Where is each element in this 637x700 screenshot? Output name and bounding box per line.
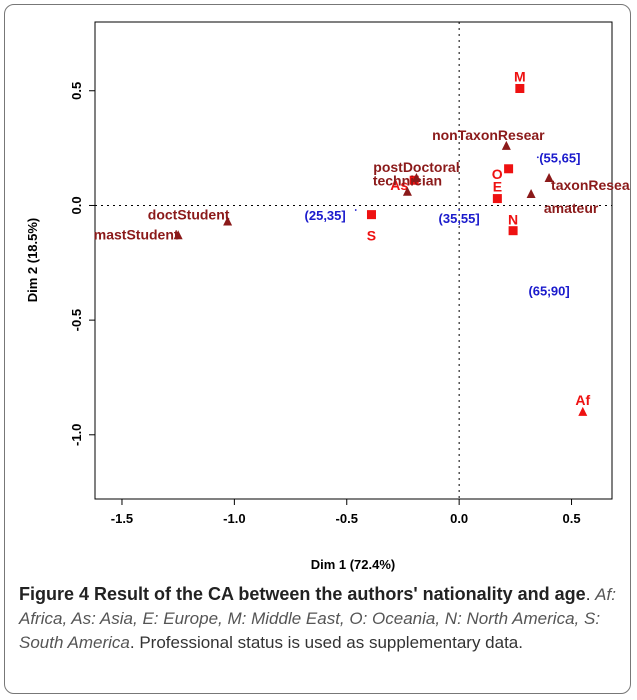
point-label-status-technician: technician	[373, 173, 442, 189]
ca-biplot: -1.5 -1.0 -0.5 0.0 0.5 -1.0 -0.5 0.0 0.5 M O As E S…	[25, 21, 631, 572]
y-axis: -1.0 -0.5 0.0 0.5	[69, 82, 95, 446]
point-status-postdoctoral	[411, 172, 421, 182]
point-nationality-s	[366, 210, 376, 220]
point-label-nationality-e: E	[493, 179, 502, 195]
point-label-nationality-s: S	[367, 228, 376, 244]
point-status-doctstudent	[223, 216, 233, 226]
point-status-maststudent	[173, 230, 183, 240]
point-status-taxonresear	[544, 172, 554, 182]
caption-title: Figure 4 Result of the CA between the au…	[19, 584, 586, 604]
y-tick-label: 0.5	[69, 82, 84, 100]
point-label-status-nontaxonresear: nonTaxonResear	[432, 127, 545, 143]
point-label-nationality-af: Af	[575, 392, 590, 408]
data-points: M O As E S N Af nonTaxonResear postDoctoraltechn…	[94, 69, 631, 416]
y-axis-label: Dim 2 (18.5%)	[25, 218, 40, 303]
point-nationality-m	[515, 84, 525, 94]
point-age-25-35	[354, 209, 357, 211]
x-tick-label: -1.0	[223, 511, 245, 526]
point-label-age-65-90: (65,90]	[528, 283, 569, 298]
point-label-status-taxonresear: taxonResear	[551, 177, 631, 193]
figure-caption: Figure 4 Result of the CA between the au…	[19, 582, 619, 655]
point-status-nontaxonresear	[501, 140, 511, 150]
point-label-status-amateur: amateur	[544, 200, 599, 216]
point-status-technician	[402, 186, 412, 196]
point-label-nationality-as: As	[390, 177, 408, 193]
point-age-55-65	[536, 156, 539, 159]
point-age-35-55	[458, 209, 461, 211]
point-nationality-af	[578, 406, 588, 416]
point-nationality-e	[492, 194, 502, 204]
point-age-65-90	[548, 289, 550, 292]
y-tick-label: -1.0	[69, 424, 84, 446]
point-label-nationality-m: M	[514, 69, 526, 85]
x-tick-label: 0.5	[563, 511, 581, 526]
point-label-status-doctstudent: doctStudent	[148, 207, 230, 223]
x-axis: -1.5 -1.0 -0.5 0.0 0.5	[111, 499, 581, 526]
caption-period: .	[585, 585, 591, 604]
y-tick-label: 0.0	[69, 196, 84, 214]
figure-frame: -1.5 -1.0 -0.5 0.0 0.5 -1.0 -0.5 0.0 0.5 M O As E S…	[4, 4, 631, 694]
point-label-age-55-65: (55,65]	[539, 150, 580, 165]
point-label-age-25-35: (25,35]	[305, 208, 346, 223]
point-label-nationality-n: N	[508, 212, 518, 228]
point-nationality-n	[508, 226, 518, 236]
y-tick-label: -0.5	[69, 309, 84, 331]
caption-rest: . Professional status is used as supplem…	[129, 633, 523, 652]
point-label-status-postdoctoral: postDoctoral	[373, 159, 459, 175]
x-tick-label: -0.5	[336, 511, 358, 526]
point-label-nationality-o: O	[492, 166, 503, 182]
point-label-status-maststudent: mastStudent	[94, 226, 179, 242]
x-tick-label: 0.0	[450, 511, 468, 526]
point-status-amateur	[526, 188, 536, 198]
point-label-age-35-55: (35,55]	[439, 211, 480, 226]
point-nationality-o	[504, 164, 514, 174]
x-tick-label: -1.5	[111, 511, 133, 526]
x-axis-label: Dim 1 (72.4%)	[311, 557, 396, 572]
plot-box	[94, 21, 613, 500]
caption-legend: Af: Africa, As: Asia, E: Europe, M: Midd…	[19, 585, 616, 652]
